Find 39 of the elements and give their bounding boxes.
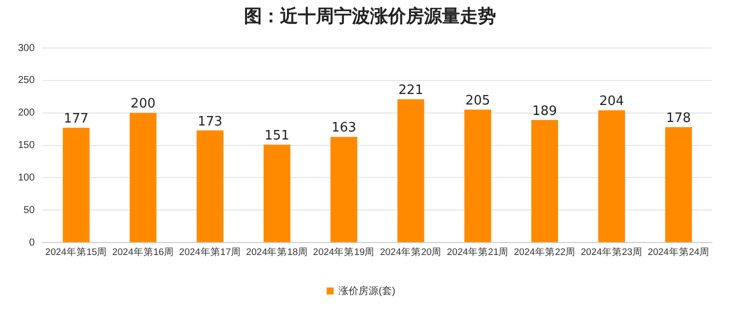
- bar: [62, 128, 90, 242]
- chart-title: 图：近十周宁波涨价房源量走势: [243, 5, 497, 29]
- data-label: 200: [130, 96, 156, 112]
- data-label: 163: [331, 120, 356, 136]
- y-tick-label: 200: [18, 108, 36, 119]
- data-label: 178: [666, 111, 691, 126]
- x-tick-label: 2024年第21周: [446, 246, 509, 258]
- bar: [665, 127, 692, 242]
- bar: [531, 120, 558, 242]
- bar: [397, 99, 424, 242]
- bar: [196, 130, 224, 242]
- legend-label: 涨价房源(套): [338, 284, 396, 297]
- data-label: 221: [398, 83, 424, 98]
- bar: [130, 112, 156, 242]
- data-label: 151: [264, 128, 290, 144]
- x-tick-label: 2024年第20周: [380, 246, 442, 258]
- y-tick-label: 0: [29, 237, 36, 248]
- x-tick-label: 2024年第16周: [112, 246, 174, 258]
- data-label: 205: [465, 94, 490, 108]
- data-label: 189: [532, 104, 558, 119]
- x-tick-label: 2024年第22周: [514, 246, 576, 258]
- x-tick-label: 2024年第24周: [648, 246, 710, 258]
- y-tick-label: 250: [18, 75, 36, 86]
- bar: [330, 136, 358, 242]
- y-tick-label: 100: [18, 172, 36, 184]
- x-tick-label: 2024年第19周: [313, 246, 375, 258]
- x-tick-label: 2024年第23周: [580, 246, 642, 258]
- bar: [264, 144, 290, 242]
- bar: [598, 110, 625, 242]
- data-label: 173: [198, 114, 222, 130]
- data-label: 177: [64, 112, 89, 127]
- x-tick-label: 2024年第15周: [45, 246, 107, 258]
- y-tick-label: 300: [18, 42, 36, 54]
- y-tick-label: 50: [24, 204, 36, 216]
- x-tick-label: 2024年第18周: [246, 246, 308, 258]
- y-tick-label: 150: [18, 140, 36, 152]
- data-label: 204: [599, 94, 624, 110]
- x-tick-label: 2024年第17周: [179, 246, 241, 258]
- bar: [464, 110, 492, 242]
